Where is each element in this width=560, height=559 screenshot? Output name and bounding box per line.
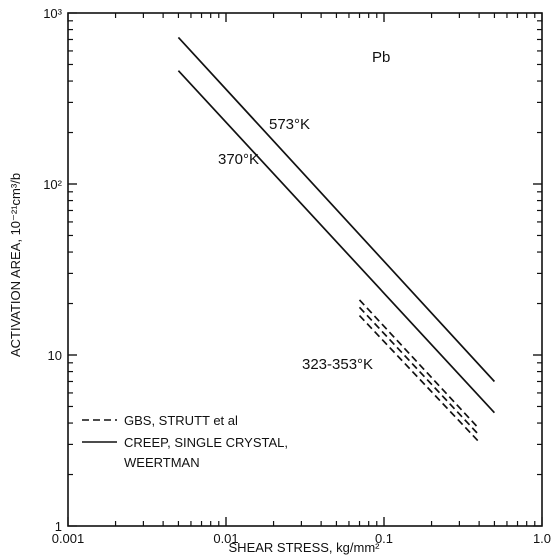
x-tick-label: 0.01 bbox=[213, 531, 238, 546]
x-tick-label: 1.0 bbox=[533, 531, 551, 546]
series-line-dashed-2 bbox=[358, 299, 480, 430]
series-line-dashed-3 bbox=[358, 306, 480, 436]
y-tick-label: 10 bbox=[48, 348, 62, 363]
y-tick-label: 10³ bbox=[43, 6, 62, 21]
legend-entry-creep-line2: WEERTMAN bbox=[124, 455, 200, 470]
plot-frame bbox=[67, 12, 543, 527]
series-line-dashed-4 bbox=[358, 315, 480, 443]
x-tick-label: 0.1 bbox=[375, 531, 393, 546]
series-lines bbox=[177, 36, 496, 443]
y-tick-label: 10² bbox=[43, 177, 62, 192]
y-tick-label: 1 bbox=[55, 519, 62, 534]
legend: GBS, STRUTT et al CREEP, SINGLE CRYSTAL,… bbox=[82, 413, 288, 470]
series-label-573k: 573°K bbox=[269, 116, 310, 133]
series-label-323-353k: 323-353°K bbox=[302, 356, 373, 373]
series-line-solid-1 bbox=[177, 70, 496, 414]
y-axis-title: ACTIVATION AREA, 10⁻²¹cm³/b bbox=[8, 173, 23, 357]
series-line-solid-0 bbox=[177, 36, 496, 383]
x-axis-title: SHEAR STRESS, kg/mm² bbox=[229, 540, 381, 555]
x-tick-label: 0.001 bbox=[52, 531, 85, 546]
legend-entry-gbs: GBS, STRUTT et al bbox=[124, 413, 238, 428]
series-label-370k: 370°K bbox=[218, 151, 259, 168]
x-tick-labels: 0.001 0.01 0.1 1.0 bbox=[52, 531, 551, 546]
legend-entry-creep: CREEP, SINGLE CRYSTAL, bbox=[124, 435, 288, 450]
y-tick-labels: 1 10 10² 10³ bbox=[43, 6, 62, 534]
panel-label-pb: Pb bbox=[372, 49, 390, 66]
